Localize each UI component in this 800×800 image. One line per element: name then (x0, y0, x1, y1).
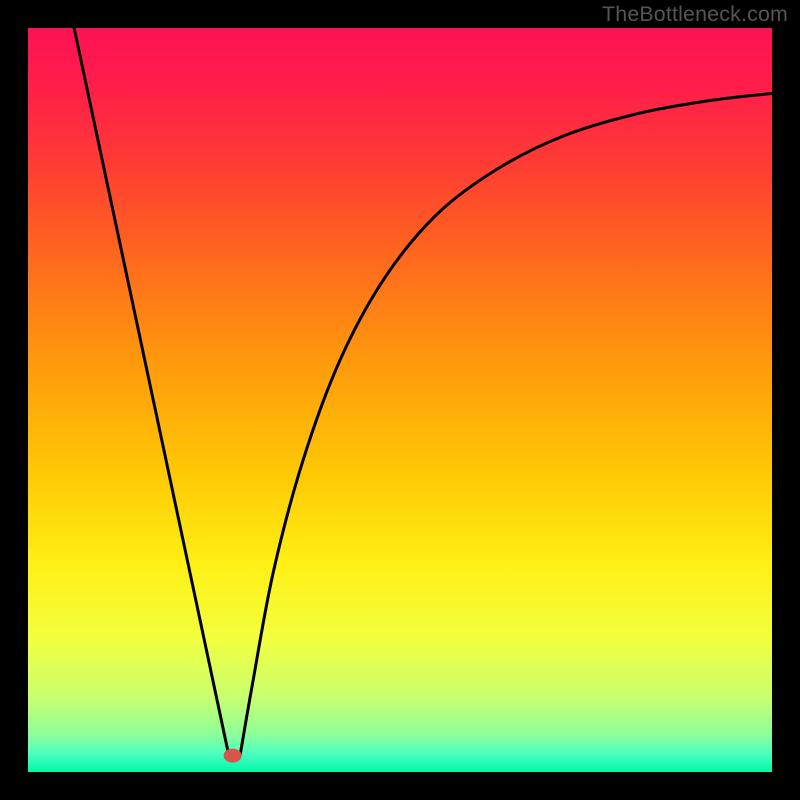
chart-frame: TheBottleneck.com (0, 0, 800, 800)
watermark-text: TheBottleneck.com (602, 2, 788, 27)
optimal-point-marker (224, 749, 242, 763)
bottleneck-curve (74, 28, 772, 758)
plot-area (28, 28, 772, 772)
curve-layer (28, 28, 772, 772)
